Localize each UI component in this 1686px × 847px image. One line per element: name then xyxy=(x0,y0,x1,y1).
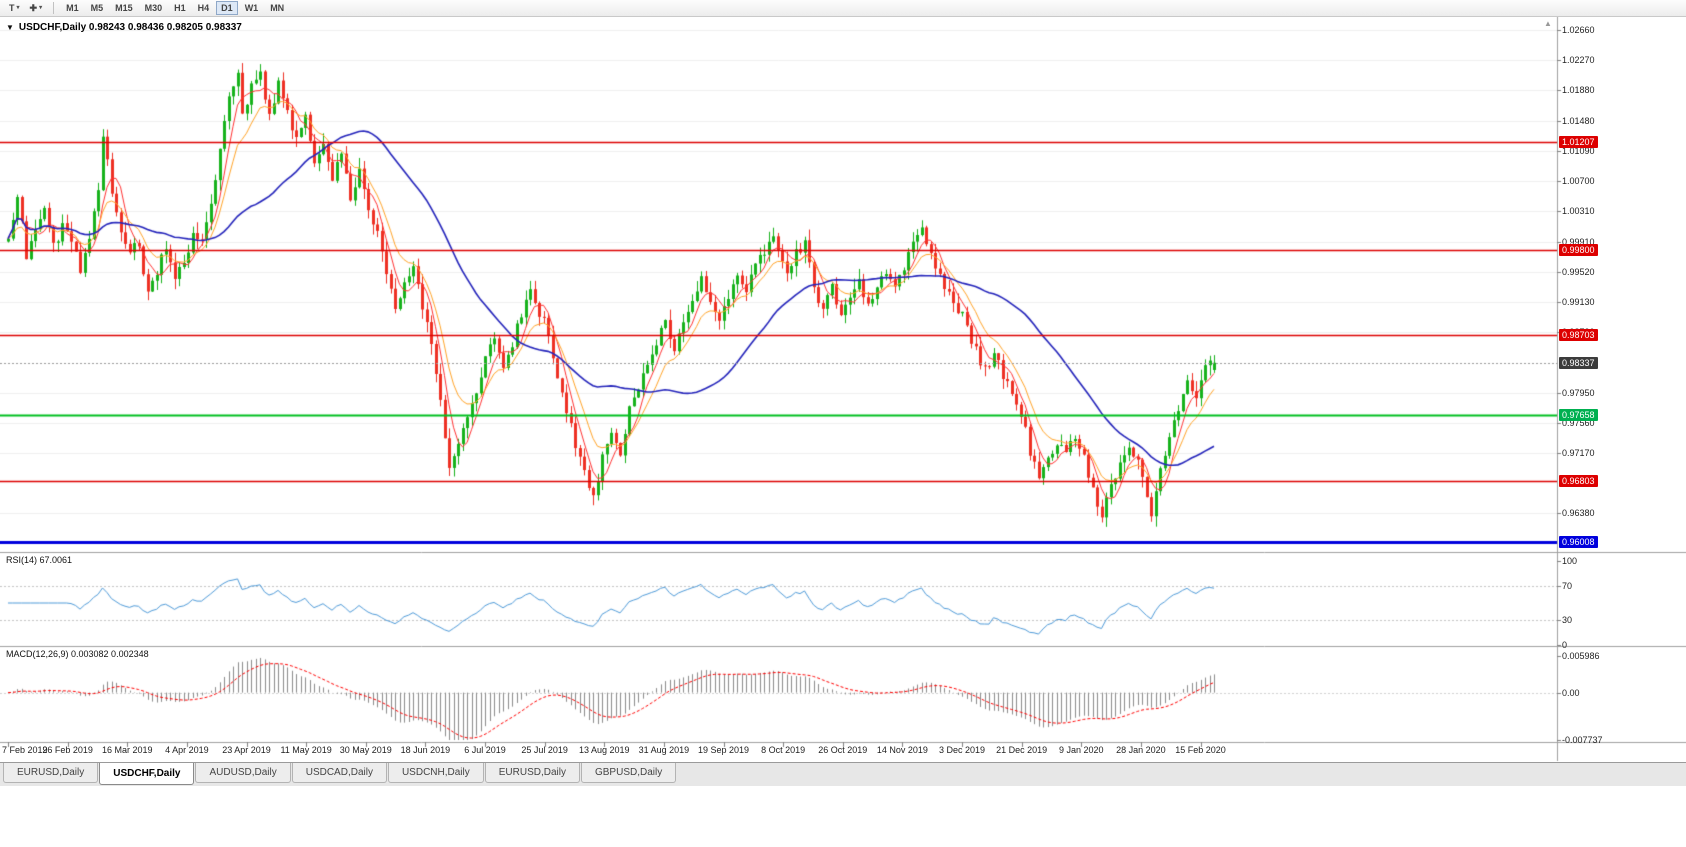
rsi-tick-label: 0 xyxy=(1562,640,1568,650)
chart-tabs-bar: EURUSD,Daily USDCHF,Daily AUDUSD,Daily USDC… xyxy=(0,762,1686,786)
macd-indicator-label: MACD(12,26,9) 0.003082 0.002348 xyxy=(6,649,149,659)
price-tick-label: 1.02270 xyxy=(1562,55,1595,66)
price-level-badge: 0.96008 xyxy=(1559,536,1598,548)
date-label: 7 Feb 2019 xyxy=(2,745,48,755)
timeframe-h4-button[interactable]: H4 xyxy=(197,3,210,13)
chart-tab[interactable]: AUDUSD,Daily xyxy=(195,763,291,783)
crosshair-tool-button[interactable]: ✚ ▾ xyxy=(25,1,48,15)
price-tick-label: 0.96380 xyxy=(1562,508,1595,519)
timeframe-m5-button[interactable]: M5 xyxy=(90,3,104,13)
date-label: 28 Jan 2020 xyxy=(1116,745,1166,755)
timeframe-w1-button[interactable]: W1 xyxy=(244,3,259,13)
date-label: 8 Oct 2019 xyxy=(761,745,806,755)
date-label: 11 May 2019 xyxy=(280,745,332,755)
timeframe-m1-button[interactable]: M1 xyxy=(66,3,79,13)
one-click-trading-toggle[interactable]: ▼ xyxy=(6,22,14,32)
date-label: 4 Apr 2019 xyxy=(165,745,209,755)
chart-title-text: USDCHF,Daily 0.98243 0.98436 0.98205 0.9… xyxy=(18,22,242,33)
price-chart-canvas[interactable] xyxy=(0,17,1686,762)
price-tick-label: 0.99910 xyxy=(1562,236,1595,247)
chart-window: ▼ USDCHF,Daily 0.98243 0.98436 0.98205 0… xyxy=(0,17,1686,762)
date-label: 21 Dec 2019 xyxy=(996,745,1048,755)
date-label: 3 Dec 2019 xyxy=(938,745,986,755)
price-tick-label: 0.99520 xyxy=(1562,266,1595,277)
date-label: 15 Feb 2020 xyxy=(1175,745,1226,755)
timeframe-mn-button[interactable]: MN xyxy=(270,3,285,13)
chevron-down-icon: ▾ xyxy=(39,5,43,11)
crosshair-icon: ✚ xyxy=(29,2,38,13)
price-tick-label: 1.02660 xyxy=(1562,25,1595,35)
price-tick-label: 0.97950 xyxy=(1562,387,1595,398)
rsi-indicator-label: RSI(14) 67.0061 xyxy=(6,555,73,565)
rsi-tick-label: 70 xyxy=(1562,581,1573,592)
date-label: 9 Jan 2020 xyxy=(1058,745,1104,755)
timeframe-d1-button[interactable]: D1 xyxy=(216,1,238,15)
chart-tab[interactable]: GBPUSD,Daily xyxy=(580,763,677,783)
timeframe-button-group: M1 M5 M15 M30 H1 H4 D1 W1 MN xyxy=(60,1,290,15)
timeframe-m30-button[interactable]: M30 xyxy=(144,3,163,13)
chart-tab[interactable]: EURUSD,Daily xyxy=(484,763,580,783)
date-label: 23 Apr 2019 xyxy=(222,745,271,755)
date-label: 25 Jul 2019 xyxy=(521,745,568,755)
price-tick-label: 1.01090 xyxy=(1562,145,1595,156)
text-tool-button[interactable]: T ▾ xyxy=(4,1,25,15)
date-label: 13 Aug 2019 xyxy=(578,745,630,755)
date-label: 6 Jul 2019 xyxy=(464,745,506,755)
date-label: 30 May 2019 xyxy=(339,745,392,755)
macd-tick-label: 0.005986 xyxy=(1562,651,1600,661)
macd-tick-label: 0.00 xyxy=(1562,687,1580,698)
price-level-badge: 0.98703 xyxy=(1559,328,1598,341)
macd-tick-label: -0.007737 xyxy=(1562,734,1603,745)
price-level-badge: 1.01207 xyxy=(1559,135,1598,148)
rsi-tick-label: 30 xyxy=(1562,614,1573,625)
chart-tab[interactable]: EURUSD,Daily xyxy=(3,763,99,783)
price-tick-label: 1.01480 xyxy=(1562,115,1595,126)
rsi-tick-label: 100 xyxy=(1562,556,1578,566)
date-label: 26 Oct 2019 xyxy=(818,745,868,755)
price-tick-label: 1.00700 xyxy=(1562,175,1595,186)
date-label: 26 Feb 2019 xyxy=(42,745,93,755)
price-tick-label: 1.01880 xyxy=(1562,85,1595,96)
top-toolbar: T ▾ ✚ ▾ M1 M5 M15 M30 H1 H4 D1 W1 MN xyxy=(0,0,1686,17)
text-tool-label: T xyxy=(9,3,15,13)
price-level-badge: 0.97658 xyxy=(1559,409,1598,421)
price-tick-label: 0.99130 xyxy=(1562,296,1595,307)
chart-scroll-up-icon[interactable]: ▲ xyxy=(1544,19,1552,28)
date-label: 31 Aug 2019 xyxy=(638,745,690,755)
bottom-spacer xyxy=(0,786,1686,847)
date-label: 18 Jun 2019 xyxy=(400,745,451,755)
date-label: 19 Sep 2019 xyxy=(697,745,750,755)
chevron-down-icon: ▾ xyxy=(16,5,20,11)
chart-tab[interactable]: USDCHF,Daily xyxy=(99,763,195,785)
date-label: 16 Mar 2019 xyxy=(101,745,153,755)
chart-tab[interactable]: USDCNH,Daily xyxy=(387,763,484,783)
price-level-badge: 0.99800 xyxy=(1559,244,1598,257)
toolbar-separator xyxy=(53,2,55,14)
chart-title: ▼ USDCHF,Daily 0.98243 0.98436 0.98205 0… xyxy=(6,22,242,33)
timeframe-h1-button[interactable]: H1 xyxy=(174,3,186,13)
price-tick-label: 1.00310 xyxy=(1562,205,1595,216)
chart-tab[interactable]: USDCAD,Daily xyxy=(291,763,387,783)
date-label: 14 Nov 2019 xyxy=(876,745,928,755)
price-tick-label: 0.97560 xyxy=(1562,417,1595,428)
timeframe-m15-button[interactable]: M15 xyxy=(115,3,133,13)
price-level-badge: 0.96803 xyxy=(1559,474,1598,487)
price-tick-label: 0.97170 xyxy=(1562,447,1595,458)
price-level-badge: 0.98337 xyxy=(1559,356,1598,369)
